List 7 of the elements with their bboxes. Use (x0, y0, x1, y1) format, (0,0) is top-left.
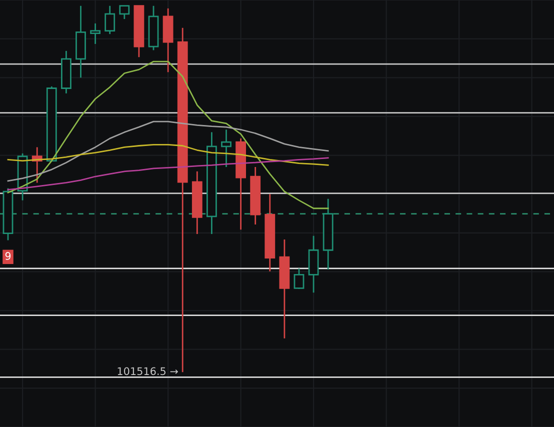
candlestick (104, 5, 116, 35)
annotation: 9 (5, 252, 11, 260)
candlestick (90, 22, 101, 45)
annotation: 101516.5 → (118, 367, 178, 376)
candlestick (119, 5, 130, 20)
candlestick (294, 268, 304, 290)
candlestick (221, 128, 232, 168)
